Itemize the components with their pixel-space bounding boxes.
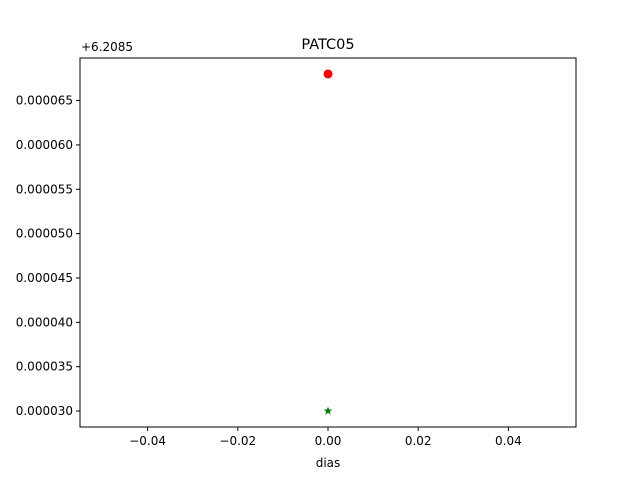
y-tick-label: 0.000030 — [16, 404, 73, 418]
y-tick-label: 0.000060 — [16, 138, 73, 152]
x-tick-label: 0.00 — [315, 434, 342, 448]
x-axis-label: dias — [316, 456, 341, 470]
y-tick-label: 0.000045 — [16, 271, 73, 285]
y-tick-label: 0.000065 — [16, 94, 73, 108]
y-tick-label: 0.000040 — [16, 315, 73, 329]
y-tick-label: 0.000055 — [16, 182, 73, 196]
y-axis-ticks: 0.000030 0.000035 0.000040 0.000045 0.000050… — [16, 94, 80, 418]
data-point-star — [323, 406, 333, 415]
x-tick-label: 0.04 — [495, 434, 522, 448]
y-tick-label: 0.000035 — [16, 360, 73, 374]
x-axis-ticks: −0.04 −0.02 0.00 0.02 0.04 — [129, 427, 522, 448]
data-points — [323, 69, 333, 415]
plot-area — [79, 57, 577, 428]
chart-title: PATC05 — [301, 37, 354, 53]
x-tick-label: −0.02 — [219, 434, 256, 448]
x-tick-label: 0.02 — [405, 434, 432, 448]
y-axis-offset-label: +6.2085 — [81, 40, 133, 54]
y-tick-label: 0.000050 — [16, 227, 73, 241]
x-tick-label: −0.04 — [129, 434, 166, 448]
data-point-circle — [323, 69, 333, 79]
